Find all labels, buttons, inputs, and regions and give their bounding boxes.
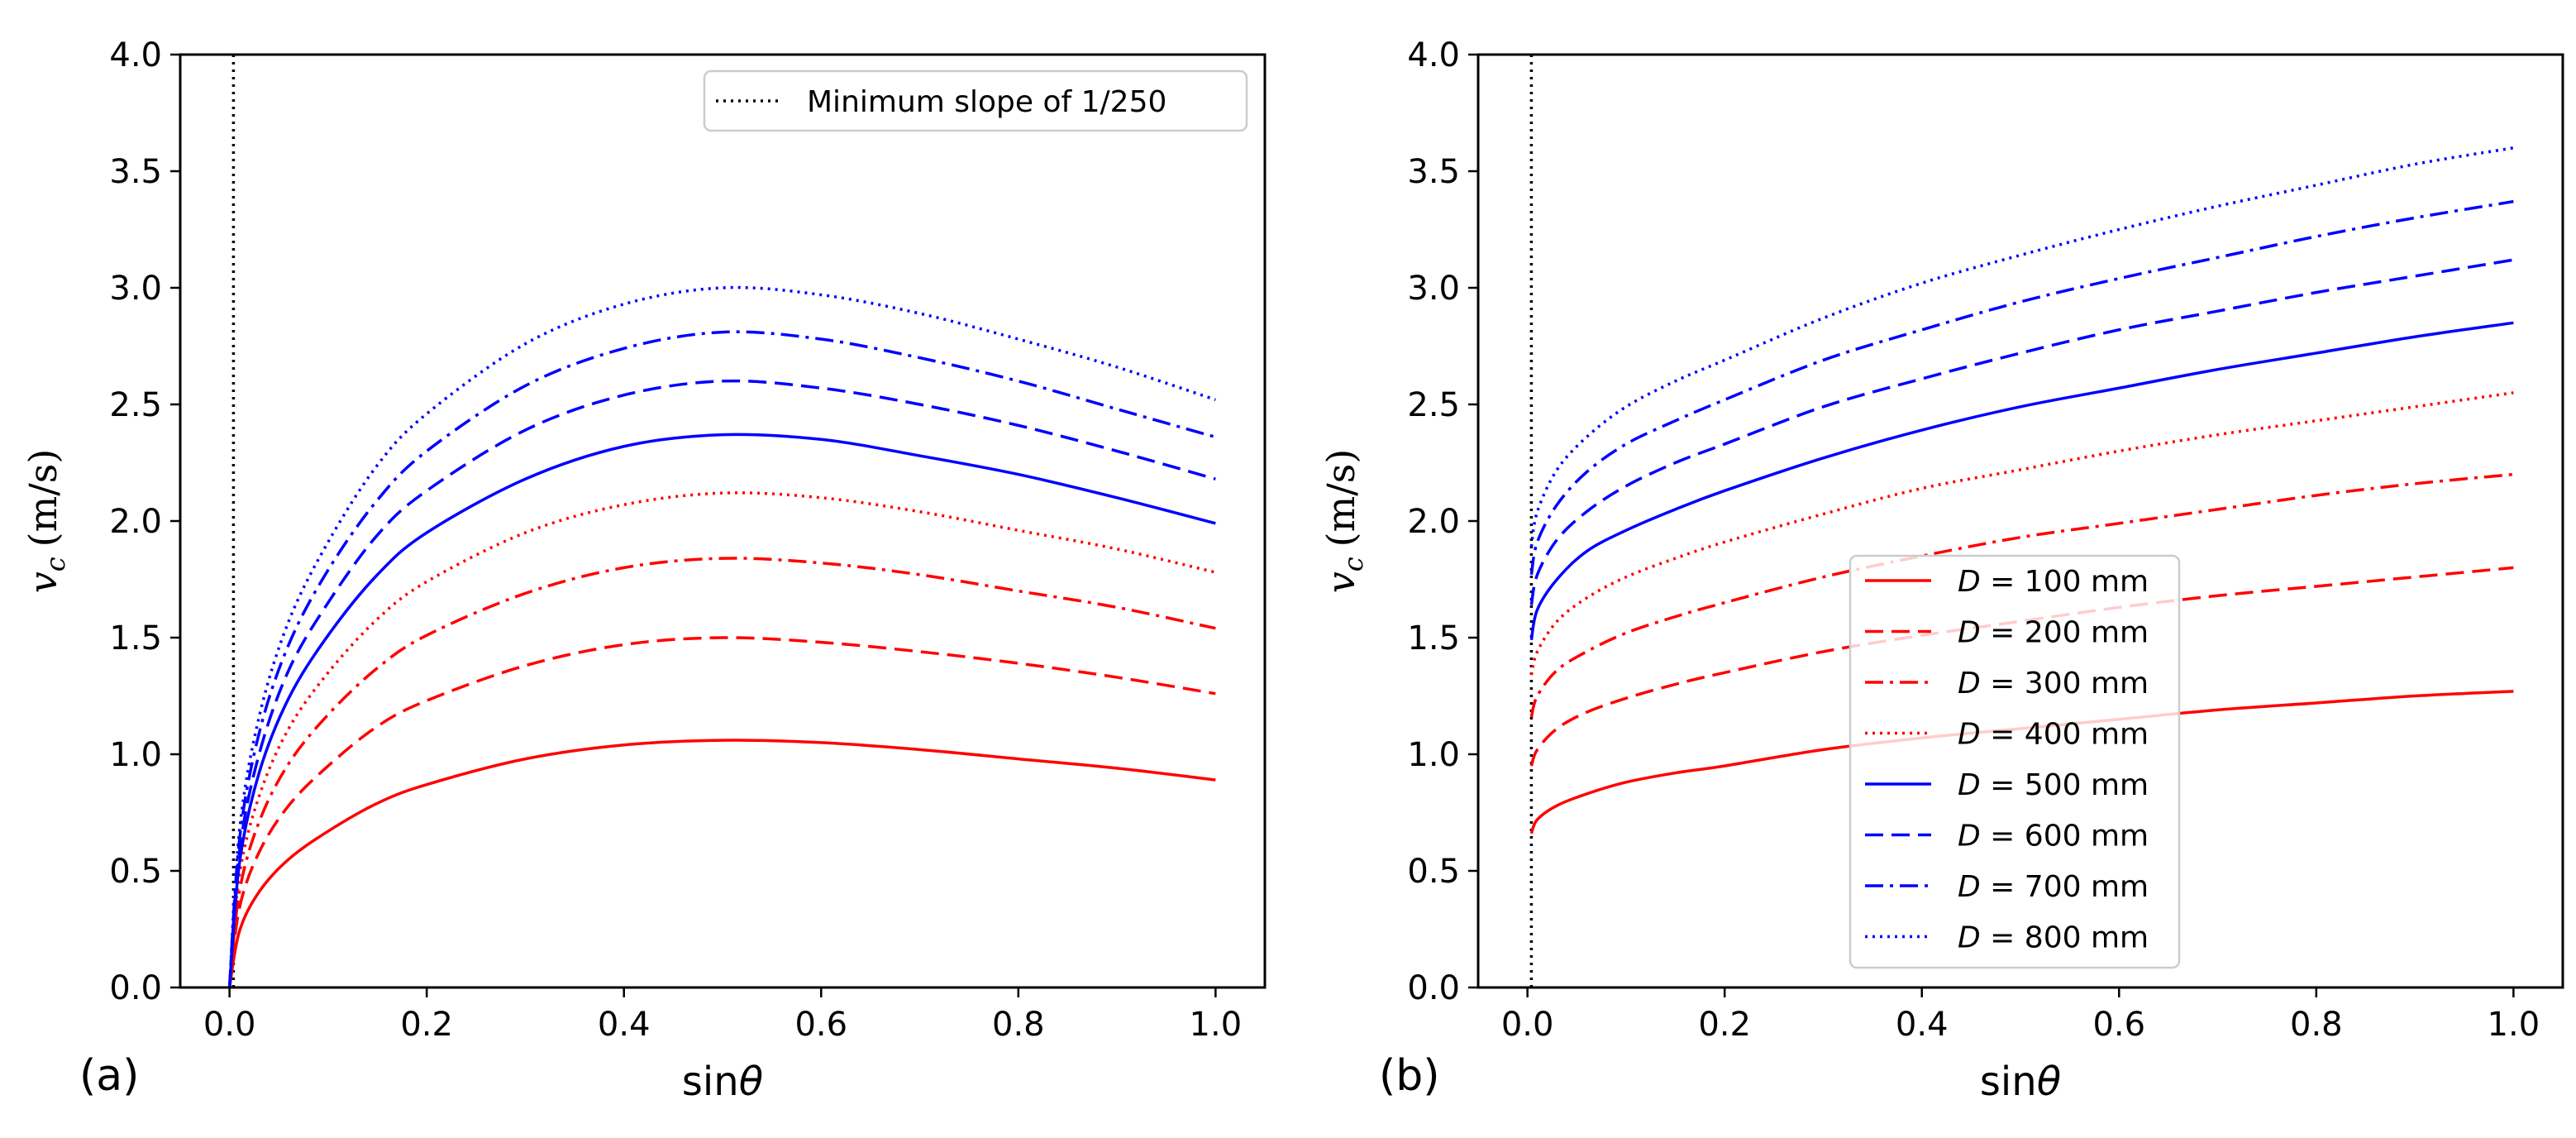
y-tick-label: 2.0 xyxy=(109,503,162,541)
x-axis-label: sinθ xyxy=(1980,1059,2061,1105)
x-tick-label: 0.6 xyxy=(2092,1006,2145,1044)
x-axis-label-prefix: sin xyxy=(1980,1059,2037,1105)
y-axis-label-unit: (m/s) xyxy=(21,449,65,547)
x-tick-label: 0.4 xyxy=(1896,1006,1949,1044)
y-axis-label-subscript: c xyxy=(40,557,71,571)
legend-box xyxy=(1849,554,2181,969)
series-line-d200 xyxy=(227,636,1216,987)
panel-a: 0.0 0.5 1.0 1.5 2.0 2.5 3.0 3.5 4.0 0.0 0.2 0.4 0.6 0… xyxy=(21,36,1267,1105)
y-tick-label: 0.5 xyxy=(109,853,162,891)
x-tick-label: 0.2 xyxy=(400,1006,453,1044)
legend-label-d400: D = 400 mm xyxy=(1958,718,2149,752)
y-tick-label: 3.0 xyxy=(109,270,162,308)
x-tick-label: 0.2 xyxy=(1698,1006,1751,1044)
y-tick-label: 3.5 xyxy=(1407,153,1460,191)
y-tick-label: 2.5 xyxy=(1407,386,1460,424)
series-line-d300 xyxy=(227,557,1216,987)
panel-b: 0.0 0.5 1.0 1.5 2.0 2.5 3.0 3.5 4.0 0.0 0.2 0.4 0.6 0… xyxy=(1319,36,2564,1105)
x-axis-label: sinθ xyxy=(682,1059,763,1105)
series-line-d600 xyxy=(1529,258,2514,605)
legend-label-d700: D = 700 mm xyxy=(1958,870,2149,904)
series-line-d700 xyxy=(1529,199,2514,576)
legend: Minimum slope of 1/250 xyxy=(703,69,1248,132)
series-line-d100 xyxy=(227,739,1216,987)
y-tick-label: 1.0 xyxy=(109,736,162,774)
series-line-d400 xyxy=(1529,391,2514,676)
legend-label-d100: D = 100 mm xyxy=(1958,565,2149,599)
series-line-d800 xyxy=(227,285,1216,987)
y-axis-label-symbol: v xyxy=(21,571,65,593)
x-tick-label: 1.0 xyxy=(1190,1006,1243,1044)
panel-label: (a) xyxy=(79,1051,139,1101)
y-tick-label: 1.5 xyxy=(1407,619,1460,657)
x-axis-label-prefix: sin xyxy=(682,1059,739,1105)
legend-label-d300: D = 300 mm xyxy=(1958,667,2149,700)
y-tick-label: 3.5 xyxy=(109,153,162,191)
y-axis-label-subscript: c xyxy=(1338,557,1369,571)
y-tick-label: 4.0 xyxy=(109,36,162,74)
x-tick-label: 0.0 xyxy=(1501,1006,1554,1044)
y-tick-label: 2.0 xyxy=(1407,503,1460,541)
legend-label-d200: D = 200 mm xyxy=(1958,616,2149,650)
y-tick-label: 0.0 xyxy=(109,969,162,1007)
x-tick-label: 1.0 xyxy=(2488,1006,2540,1044)
legend-label-d500: D = 500 mm xyxy=(1958,768,2149,802)
y-tick-label: 1.0 xyxy=(1407,736,1460,774)
y-tick-label: 1.5 xyxy=(109,619,162,657)
x-tick-label: 0.8 xyxy=(992,1006,1045,1044)
x-tick-label: 0.0 xyxy=(203,1006,256,1044)
y-tick-label: 0.0 xyxy=(1407,969,1460,1007)
series-line-d600 xyxy=(227,379,1216,987)
y-tick-label: 0.5 xyxy=(1407,853,1460,891)
x-tick-label: 0.8 xyxy=(2290,1006,2343,1044)
y-tick-label: 4.0 xyxy=(1407,36,1460,74)
axes-frame xyxy=(1476,53,2564,989)
series-line-d700 xyxy=(227,330,1216,987)
panel-label: (b) xyxy=(1379,1051,1440,1101)
series-line-d500 xyxy=(1529,321,2514,641)
x-tick-label: 0.6 xyxy=(794,1006,847,1044)
y-axis-label: vc (m/s) xyxy=(1319,449,1369,594)
y-axis-label-symbol: v xyxy=(1319,571,1363,593)
y-tick-label: 3.0 xyxy=(1407,270,1460,308)
axes-frame xyxy=(179,53,1267,989)
y-tick-label: 2.5 xyxy=(109,386,162,424)
legend-label-reference: Minimum slope of 1/250 xyxy=(807,85,1166,119)
legend: D = 100 mm D = 200 mm D = 300 mm D = 400 mm… xyxy=(1849,554,2181,969)
legend-box xyxy=(703,69,1248,132)
legend-label-d600: D = 600 mm xyxy=(1958,820,2149,854)
x-axis-label-symbol: θ xyxy=(739,1059,763,1105)
series-line-d500 xyxy=(227,433,1216,987)
x-tick-label: 0.4 xyxy=(598,1006,651,1044)
x-axis-label-symbol: θ xyxy=(2037,1059,2061,1105)
y-axis-label-unit: (m/s) xyxy=(1319,449,1363,547)
y-axis-label: vc (m/s) xyxy=(21,449,71,594)
plot-area xyxy=(227,55,1216,987)
legend-label-d800: D = 800 mm xyxy=(1958,921,2149,955)
